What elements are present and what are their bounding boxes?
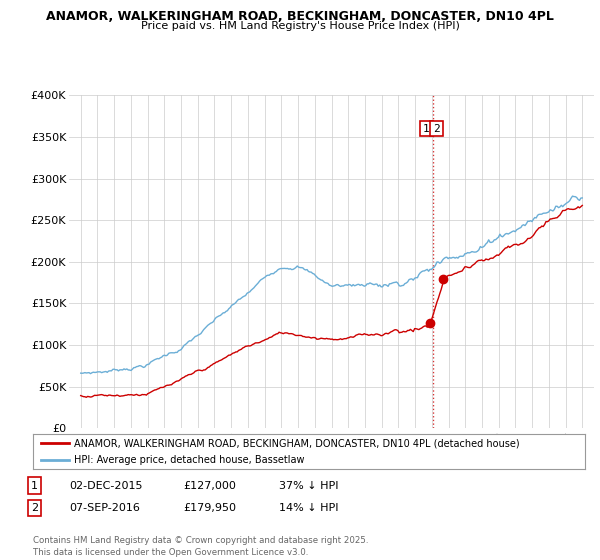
Text: ANAMOR, WALKERINGHAM ROAD, BECKINGHAM, DONCASTER, DN10 4PL: ANAMOR, WALKERINGHAM ROAD, BECKINGHAM, D… (46, 10, 554, 23)
Text: HPI: Average price, detached house, Bassetlaw: HPI: Average price, detached house, Bass… (74, 455, 305, 465)
Text: 37% ↓ HPI: 37% ↓ HPI (279, 480, 338, 491)
Text: 2: 2 (31, 503, 38, 513)
Text: ANAMOR, WALKERINGHAM ROAD, BECKINGHAM, DONCASTER, DN10 4PL (detached house): ANAMOR, WALKERINGHAM ROAD, BECKINGHAM, D… (74, 438, 520, 448)
Text: 1: 1 (31, 480, 38, 491)
Text: 14% ↓ HPI: 14% ↓ HPI (279, 503, 338, 513)
Text: Price paid vs. HM Land Registry's House Price Index (HPI): Price paid vs. HM Land Registry's House … (140, 21, 460, 31)
Text: 07-SEP-2016: 07-SEP-2016 (69, 503, 140, 513)
Text: 1: 1 (423, 124, 430, 133)
Text: 2: 2 (433, 124, 440, 133)
Text: £127,000: £127,000 (183, 480, 236, 491)
Text: £179,950: £179,950 (183, 503, 236, 513)
Text: 02-DEC-2015: 02-DEC-2015 (69, 480, 143, 491)
Text: Contains HM Land Registry data © Crown copyright and database right 2025.
This d: Contains HM Land Registry data © Crown c… (33, 536, 368, 557)
